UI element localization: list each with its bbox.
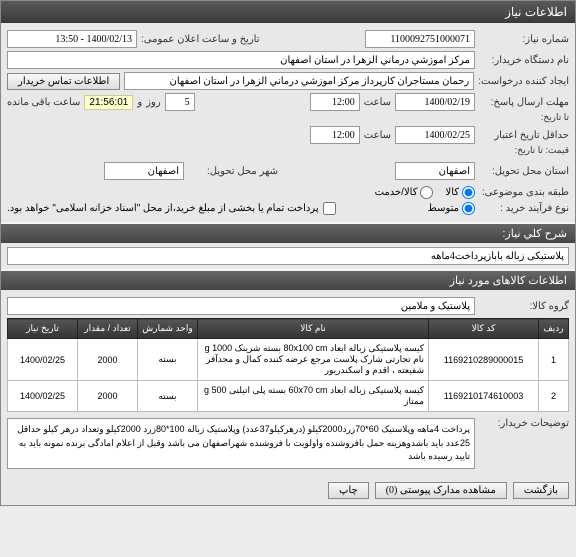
group-label: گروه کالا: xyxy=(479,301,569,312)
radio-goods-label: کالا xyxy=(445,187,459,198)
city-field xyxy=(104,162,184,180)
deadline-date-field xyxy=(395,93,475,111)
validity-hour-field xyxy=(310,126,360,144)
need-no-field xyxy=(365,30,475,48)
day-label: روز xyxy=(146,97,161,108)
creator-label: ایجاد کننده درخواست: xyxy=(478,76,569,87)
creator-field xyxy=(124,72,474,90)
radio-medium[interactable]: متوسط xyxy=(428,202,475,215)
deadline-to-label: تا تاریخ: xyxy=(479,112,569,123)
buyer-name-field xyxy=(7,51,475,69)
and-label: و xyxy=(137,97,142,108)
countdown-timer: 21:56:01 xyxy=(84,95,133,110)
days-field xyxy=(165,93,195,111)
col-row: ردیف xyxy=(539,319,569,339)
group-field xyxy=(7,297,475,315)
table-row: 21169210174610003کیسه پلاستیکی زباله ابع… xyxy=(8,381,569,412)
validity-label: حداقل تاریخ اعتبار xyxy=(479,130,569,141)
need-title-header: شرح کلي نیاز: xyxy=(1,224,575,243)
items-header: اطلاعات کالاهای مورد نیاز xyxy=(1,271,575,290)
col-unit: واحد شمارش xyxy=(138,319,198,339)
validity-date-field xyxy=(395,126,475,144)
process-type-label: نوع فرآیند خرید : xyxy=(479,203,569,214)
buyer-desc-text: پرداخت 4ماهه وپلاستیک 60*70زرد2000کیلو (… xyxy=(7,418,475,469)
city-label: شهر محل تحویل: xyxy=(188,166,278,177)
announce-label: تاریخ و ساعت اعلان عمومی: xyxy=(141,34,260,45)
back-button[interactable]: بازگشت xyxy=(513,482,569,499)
col-name: نام کالا xyxy=(198,319,429,339)
contact-button[interactable]: اطلاعات تماس خریدار xyxy=(7,73,120,90)
radio-medium-label: متوسط xyxy=(428,203,459,214)
col-code: کد کالا xyxy=(429,319,539,339)
radio-service-input[interactable] xyxy=(420,186,433,199)
buyer-desc-label: توضیحات خریدار: xyxy=(479,418,569,429)
hour-label-2: ساعت xyxy=(364,130,391,141)
deadline-label: مهلت ارسال پاسخ: xyxy=(479,97,569,108)
hour-label-1: ساعت xyxy=(364,97,391,108)
col-qty: تعداد / مقدار xyxy=(78,319,138,339)
radio-medium-input[interactable] xyxy=(462,202,475,215)
need-title-field xyxy=(7,247,569,265)
radio-service[interactable]: کالا/خدمت xyxy=(375,186,434,199)
radio-goods-input[interactable] xyxy=(462,186,475,199)
remaining-label: ساعت باقی مانده xyxy=(7,97,80,108)
treasury-checkbox[interactable] xyxy=(323,202,336,215)
need-no-label: شماره نیاز: xyxy=(479,34,569,45)
radio-goods[interactable]: کالا xyxy=(445,186,475,199)
radio-service-label: کالا/خدمت xyxy=(375,187,418,198)
announce-field xyxy=(7,30,137,48)
budget-type-label: طبقه بندی موضوعی: xyxy=(479,187,569,198)
province-field xyxy=(395,162,475,180)
items-table: ردیف کد کالا نام کالا واحد شمارش تعداد /… xyxy=(7,318,569,412)
treasury-note: پرداخت تمام یا بخشی از مبلغ خرید،از محل … xyxy=(7,203,319,214)
window-title: اطلاعات نیاز xyxy=(1,1,575,23)
deadline-hour-field xyxy=(310,93,360,111)
province-label: استان محل تحویل: xyxy=(479,166,569,177)
print-button[interactable]: چاپ xyxy=(328,482,369,499)
buyer-name-label: نام دستگاه خریدار: xyxy=(479,55,569,66)
validity-to-label: قیمت: تا تاریخ: xyxy=(479,145,569,156)
table-row: 11169210289000015کیسه پلاستیکی زباله ابع… xyxy=(8,339,569,381)
col-date: تاریخ نیاز xyxy=(8,319,78,339)
attachments-button[interactable]: مشاهده مدارک پیوستی (0) xyxy=(375,482,507,499)
